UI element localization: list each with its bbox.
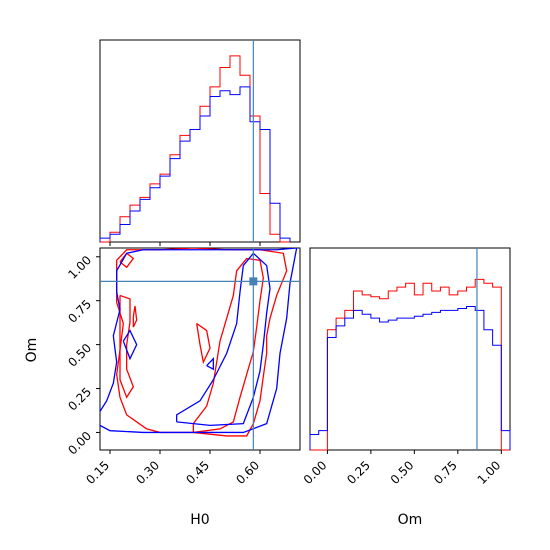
contour-red-5 (196, 322, 211, 365)
truth-marker (249, 277, 258, 286)
hist-h0-frame (99, 39, 301, 243)
contour-blue-1 (176, 252, 271, 427)
y-axis-label-om: Om (24, 338, 40, 363)
hist-om-red (310, 278, 510, 451)
contour-blue-2 (122, 329, 138, 361)
hist-om-series (309, 248, 511, 451)
contour-blue-0 (100, 248, 298, 434)
x-axis-label-h0: H0 (190, 512, 209, 528)
hist-h0-series (99, 40, 291, 246)
x-axis-label-om: Om (398, 512, 423, 528)
contour-series (100, 248, 300, 450)
contour-blue-3 (206, 357, 214, 371)
hist-om-frame (309, 247, 511, 451)
contour-red-2 (119, 294, 135, 399)
contour-clip-group (100, 248, 300, 450)
contour-red-4 (132, 305, 138, 328)
hist-h0-blue (99, 86, 291, 242)
hist-h0-panel (99, 39, 301, 246)
hist-om-blue (309, 306, 511, 450)
